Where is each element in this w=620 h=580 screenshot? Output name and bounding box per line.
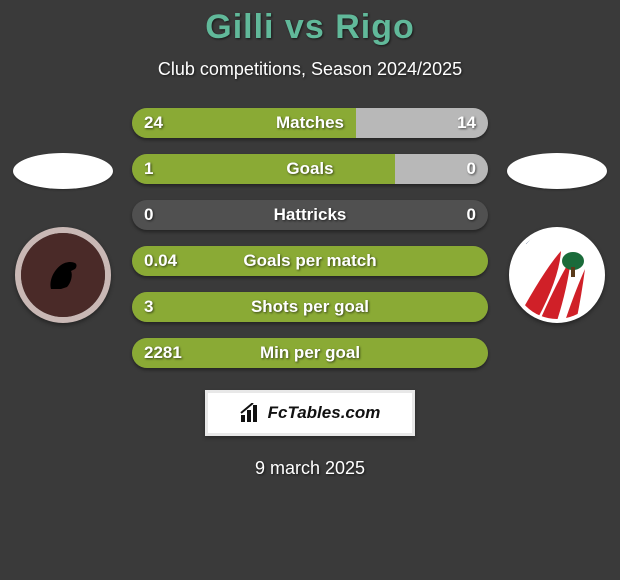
carpi-badge-icon [513, 231, 605, 323]
brand-text: FcTables.com [268, 403, 381, 423]
content-row: 2414Matches 10Goals 00Hattricks 0.04Goals p… [0, 108, 620, 368]
stat-bars: 2414Matches 10Goals 00Hattricks 0.04Goals p… [132, 108, 488, 368]
stat-label: Min per goal [132, 338, 488, 368]
left-club-column [8, 153, 118, 323]
comparison-infographic: Gilli vs Rigo Club competitions, Season … [0, 0, 620, 580]
left-club-badge [15, 227, 111, 323]
stat-bar: 2414Matches [132, 108, 488, 138]
page-subtitle: Club competitions, Season 2024/2025 [0, 59, 620, 80]
left-club-badge-inner [21, 233, 105, 317]
stat-bar: 0.04Goals per match [132, 246, 488, 276]
stat-bar: 00Hattricks [132, 200, 488, 230]
stat-label: Matches [132, 108, 488, 138]
stat-bar: 3Shots per goal [132, 292, 488, 322]
right-club-column [502, 153, 612, 323]
right-club-badge [509, 227, 605, 323]
right-country-ellipse [507, 153, 607, 189]
bar-chart-icon [240, 403, 262, 423]
footer-date: 9 march 2025 [0, 458, 620, 479]
brand-badge: FcTables.com [205, 390, 415, 436]
stat-label: Shots per goal [132, 292, 488, 322]
horse-icon [41, 253, 85, 297]
stat-bar: 10Goals [132, 154, 488, 184]
stat-label: Hattricks [132, 200, 488, 230]
stat-label: Goals [132, 154, 488, 184]
left-country-ellipse [13, 153, 113, 189]
stat-bar: 2281Min per goal [132, 338, 488, 368]
page-title: Gilli vs Rigo [0, 8, 620, 47]
stat-label: Goals per match [132, 246, 488, 276]
